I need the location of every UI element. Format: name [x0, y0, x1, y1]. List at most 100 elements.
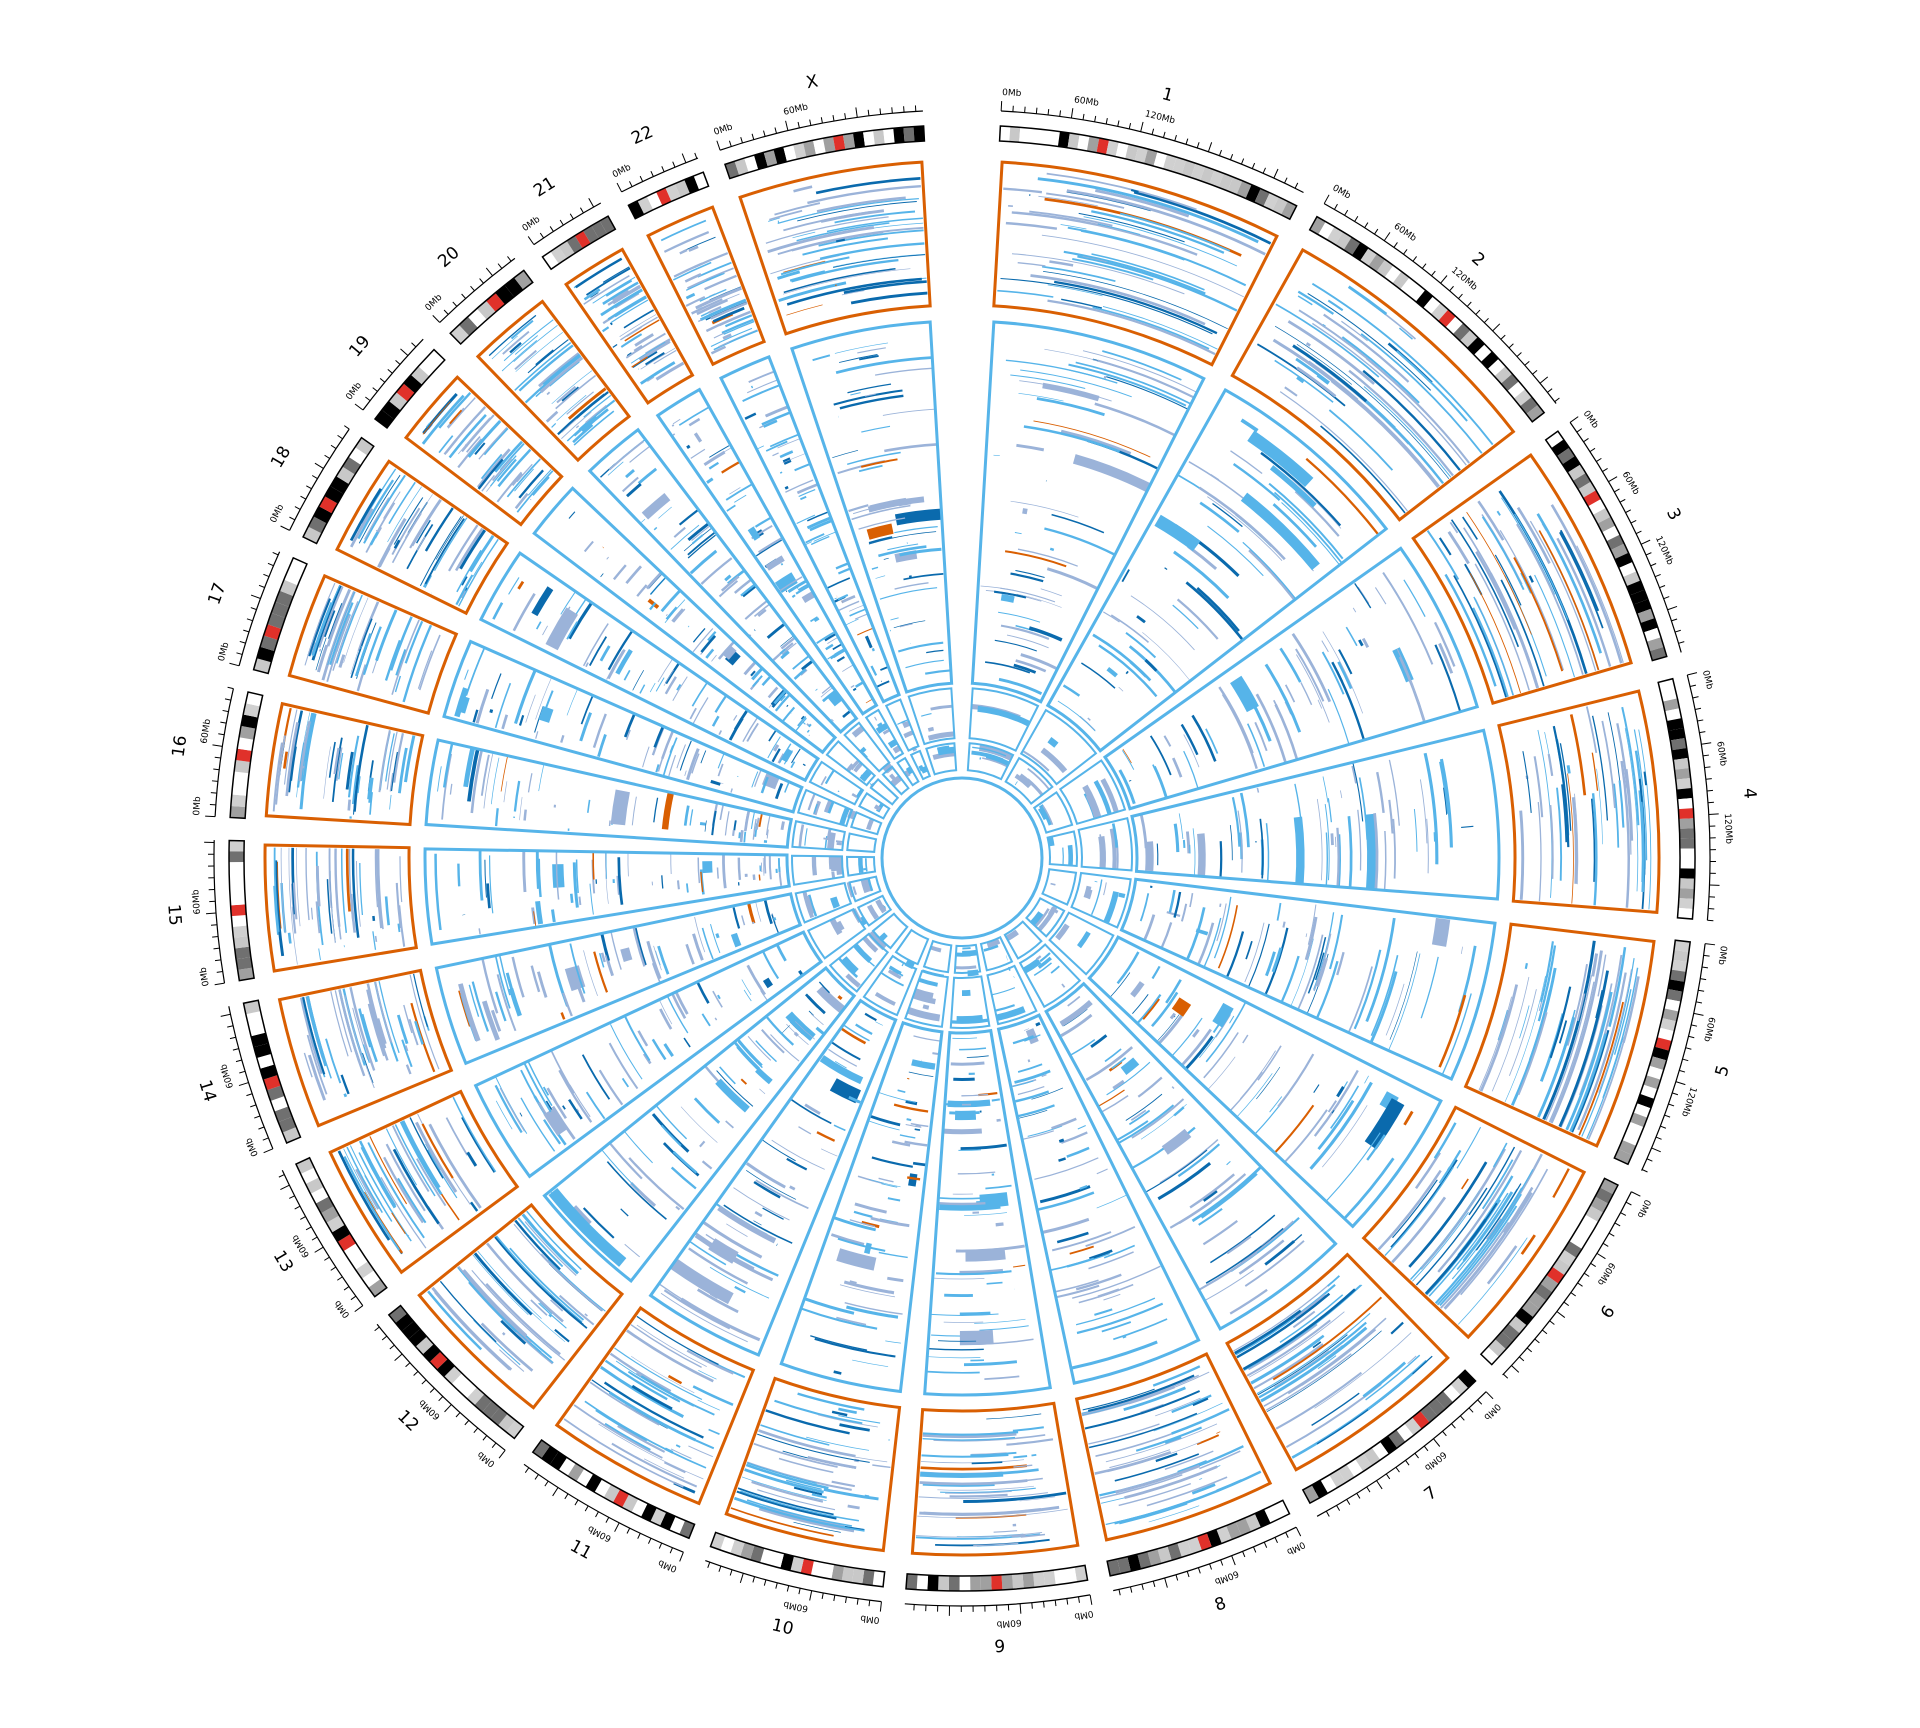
- inner-track-feature: [655, 950, 661, 966]
- outer-track-feature: [1581, 958, 1635, 1137]
- major-tick: [1376, 1480, 1383, 1490]
- ideogram-outline: [387, 1304, 525, 1440]
- minor-tick: [1356, 1493, 1361, 1499]
- outer-track-feature: [502, 330, 530, 355]
- inner-track-feature: [686, 748, 700, 781]
- inner-track-feature: [1232, 463, 1281, 501]
- inner-track-feature: [763, 899, 773, 925]
- outer-track-feature: [1433, 1122, 1457, 1159]
- inner-track: [542, 965, 857, 1284]
- outer-track-feature: [601, 326, 610, 333]
- ideogram-band: [674, 179, 690, 198]
- inner-track-feature: [1039, 1185, 1091, 1204]
- ideogram-band: [1667, 979, 1685, 992]
- outer-track-feature: [1384, 1166, 1454, 1256]
- outer-track-feature: [624, 319, 660, 342]
- ideogram-band: [506, 1420, 524, 1439]
- ideogram-band: [1226, 1521, 1242, 1540]
- outer-track-feature: [369, 1136, 408, 1205]
- inner-track-feature: [894, 526, 938, 534]
- outer-track-feature: [304, 582, 336, 666]
- inner-track-frame: [587, 427, 859, 734]
- outer-track-feature: [566, 391, 594, 415]
- inner-track-feature: [578, 896, 582, 906]
- outer-track-feature: [511, 472, 524, 486]
- major-tick: [205, 815, 216, 818]
- inner-track-feature: [722, 854, 727, 889]
- minor-tick: [650, 170, 654, 177]
- minor-tick: [330, 1266, 337, 1271]
- inner-track-feature: [810, 616, 818, 623]
- outer-track-feature: [627, 1370, 681, 1403]
- outer-track-feature: [797, 1392, 865, 1411]
- outer-track-frame: [335, 459, 510, 616]
- ideogram-band: [585, 1474, 603, 1493]
- core-rings: [828, 912, 909, 993]
- outer-track-feature: [469, 1201, 479, 1212]
- inner-track-feature: [657, 658, 673, 683]
- ideogram-band: [790, 1556, 804, 1574]
- outer-track-feature: [292, 882, 298, 920]
- outer-track-feature: [457, 438, 483, 469]
- inner-track-feature: [928, 1348, 984, 1351]
- ideogram-band: [1107, 1559, 1121, 1576]
- outer-track-feature: [501, 340, 538, 372]
- ideogram-band: [396, 383, 415, 402]
- core-ring-feature: [851, 792, 857, 798]
- ideogram-outline: [252, 556, 308, 675]
- inner-track-feature: [964, 1212, 1008, 1216]
- inner-track-feature: [616, 875, 621, 895]
- outer-track-feature: [1311, 1392, 1360, 1426]
- inner-track-feature: [712, 990, 723, 1008]
- ideogram: [302, 436, 375, 545]
- major-tick: [394, 1353, 403, 1362]
- inner-track-feature: [1159, 1139, 1219, 1184]
- inner-track-feature: [1195, 928, 1209, 936]
- inner-track-feature: [1177, 1143, 1221, 1178]
- inner-track-feature: [884, 443, 937, 453]
- inner-track-feature: [750, 670, 756, 677]
- inner-track-feature: [1370, 955, 1399, 1037]
- inner-track-feature: [692, 933, 704, 961]
- inner-track-feature: [1210, 473, 1220, 481]
- ideogram-outline: [1657, 677, 1696, 920]
- outer-track-feature: [1164, 1436, 1182, 1445]
- inner-track-feature: [1044, 348, 1126, 370]
- inner-track-feature: [779, 648, 786, 655]
- inner-track-feature: [1040, 588, 1062, 597]
- outer-track-feature: [476, 448, 511, 489]
- ideogram-band: [1467, 337, 1485, 355]
- minor-tick: [751, 133, 755, 140]
- outer-track-feature: [1578, 1001, 1624, 1136]
- inner-track-feature: [718, 580, 739, 598]
- core-ring-feature: [836, 920, 845, 931]
- core-ring-feature: [1067, 844, 1073, 867]
- outer-track-feature: [634, 333, 654, 347]
- major-tick: [238, 1082, 249, 1087]
- core-ring-feature: [830, 856, 838, 872]
- inner-track-feature: [525, 694, 536, 723]
- ideogram-band: [1450, 1377, 1469, 1396]
- inner-track-feature: [570, 893, 574, 903]
- scale-axis: [214, 688, 234, 817]
- minor-tick: [1526, 1347, 1533, 1353]
- inner-track-feature: [1142, 632, 1191, 681]
- major-tick: [1440, 275, 1448, 284]
- ideogram-band: [1074, 1565, 1088, 1582]
- outer-track-feature: [514, 492, 529, 510]
- chromosome-label: 19: [345, 332, 374, 361]
- ideogram-band: [1360, 248, 1377, 267]
- inner-track-feature: [1313, 1069, 1359, 1137]
- inner-track-feature: [763, 854, 767, 874]
- minor-tick: [337, 1276, 343, 1281]
- inner-track-feature: [691, 534, 704, 545]
- outer-track-feature: [462, 1269, 528, 1337]
- core-ring-frame: [864, 708, 905, 761]
- inner-track-feature: [1307, 904, 1317, 945]
- ideogram-band: [1337, 1464, 1355, 1483]
- minor-tick: [1458, 293, 1463, 299]
- inner-track-feature: [676, 744, 686, 769]
- inner-track-feature: [1403, 579, 1426, 618]
- inner-track-feature: [700, 750, 707, 764]
